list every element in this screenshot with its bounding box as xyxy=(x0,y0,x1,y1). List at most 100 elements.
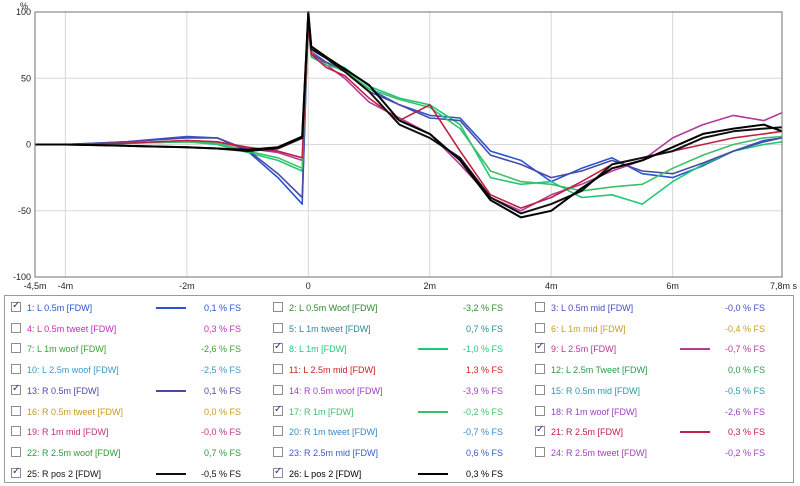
legend-checkbox[interactable] xyxy=(11,426,21,437)
legend-checkbox[interactable] xyxy=(11,405,21,416)
legend-item-label: 19: R 1m mid [FDW] xyxy=(27,427,109,438)
legend-checkbox[interactable] xyxy=(11,446,21,457)
legend-item-label: 23: R 2.5m mid [FDW] xyxy=(289,447,379,458)
legend-item-label: 20: R 1m tweet [FDW] xyxy=(289,427,378,438)
legend-item-label: 9: L 2.5m [FDW] xyxy=(551,344,617,355)
legend-item-21: 21: R 2.5m [FDW] 0,3 % FS xyxy=(535,424,785,440)
x-tick-label-3: 0 xyxy=(306,281,311,291)
legend-item-20: 20: R 1m tweet [FDW] -0,7 % FS xyxy=(273,424,523,440)
y-tick-label-3: -50 xyxy=(18,206,31,216)
legend-item-value: -0,0 % FS xyxy=(200,427,241,438)
legend-item-label: 12: L 2.5m Tweet [FDW] xyxy=(551,365,648,376)
legend-item-9: 9: L 2.5m [FDW] -0,7 % FS xyxy=(535,341,785,357)
x-tick-label-5: 4m xyxy=(545,281,558,291)
legend-checkbox[interactable] xyxy=(11,343,21,354)
legend-item-2: 2: L 0.5m Woof [FDW] -3,2 % FS xyxy=(273,300,523,316)
legend-item-label: 25: R pos 2 [FDW] xyxy=(27,468,102,479)
legend-item-8: 8: L 1m [FDW] -1,0 % FS xyxy=(273,341,523,357)
legend-item-value: -0,2 % FS xyxy=(462,406,503,417)
impulse-chart: 100 50 0 -50 -100 -4,5m -4m -2m 0 2m 4m 6m 7,8m s % xyxy=(13,1,798,291)
legend-checkbox[interactable] xyxy=(535,364,545,375)
legend-checkbox[interactable] xyxy=(273,302,283,312)
legend-item-label: 10: L 2.5m woof [FDW] xyxy=(27,365,119,376)
legend-item-value: 0,3 % FS xyxy=(465,468,503,479)
legend-item-label: 24: R 2.5m tweet [FDW] xyxy=(551,447,648,458)
legend-line-swatch xyxy=(418,410,448,413)
y-tick-label-0: 100 xyxy=(16,7,31,17)
legend-item-14: 14: R 0.5m woof [FDW] -3,9 % FS xyxy=(273,383,523,399)
legend-item-label: 22: R 2.5m woof [FDW] xyxy=(27,447,121,458)
legend-item-label: 7: L 1m woof [FDW] xyxy=(27,344,107,355)
legend-item-22: 22: R 2.5m woof [FDW] 0,7 % FS xyxy=(11,445,261,461)
legend-checkbox[interactable] xyxy=(273,384,283,395)
legend-item-label: 2: L 0.5m Woof [FDW] xyxy=(289,303,378,313)
legend-checkbox[interactable] xyxy=(11,364,21,375)
legend-checkbox[interactable] xyxy=(535,302,545,312)
legend-checkbox[interactable] xyxy=(535,322,545,333)
legend-line-swatch xyxy=(680,348,710,351)
x-tick-labels: -4,5m -4m -2m 0 2m 4m 6m 7,8m s xyxy=(23,281,797,291)
legend-item-value: -3,2 % FS xyxy=(462,303,503,313)
legend-item-value: -0,5 % FS xyxy=(724,385,765,396)
legend-checkbox[interactable] xyxy=(11,322,21,333)
plot-frame xyxy=(34,11,783,278)
legend-checkbox[interactable] xyxy=(535,405,545,416)
legend-item-label: 14: R 0.5m woof [FDW] xyxy=(289,385,383,396)
series-layer xyxy=(35,11,783,219)
legend-item-23: 23: R 2.5m mid [FDW] 0,6 % FS xyxy=(273,445,523,461)
legend-item-18: 18: R 1m woof [FDW] -2,6 % FS xyxy=(535,404,785,420)
legend-line-swatch xyxy=(156,389,186,392)
legend-checkbox[interactable] xyxy=(11,300,21,312)
legend-item-value: 1,3 % FS xyxy=(465,365,503,376)
legend-checkbox[interactable] xyxy=(535,384,545,395)
legend-panel: 1: L 0.5m [FDW] 0,1 % FS 2: L 0.5m Woof [F… xyxy=(4,295,794,483)
legend-checkbox[interactable] xyxy=(273,322,283,333)
legend-item-value: 0,7 % FS xyxy=(465,323,503,334)
legend-line-swatch xyxy=(418,348,448,351)
legend-checkbox[interactable] xyxy=(273,466,283,478)
legend-item-17: 17: R 1m [FDW] -0,2 % FS xyxy=(273,404,523,420)
legend-checkbox[interactable] xyxy=(273,426,283,437)
legend-item-label: 4: L 0.5m tweet [FDW] xyxy=(27,323,117,334)
legend-item-label: 6: L 1m mid [FDW] xyxy=(551,323,626,334)
legend-item-25: 25: R pos 2 [FDW] -0,5 % FS xyxy=(11,466,261,482)
legend-item-7: 7: L 1m woof [FDW] -2,6 % FS xyxy=(11,341,261,357)
y-tick-label-4: -100 xyxy=(13,272,31,282)
legend-checkbox[interactable] xyxy=(273,341,283,354)
legend-checkbox[interactable] xyxy=(535,446,545,457)
x-tick-label-4: 2m xyxy=(423,281,436,291)
legend-item-13: 13: R 0.5m [FDW] 0,1 % FS xyxy=(11,383,261,399)
y-tick-label-1: 50 xyxy=(21,73,31,83)
legend-line-swatch xyxy=(680,431,710,434)
legend-checkbox[interactable] xyxy=(535,424,545,437)
legend-item-value: 0,7 % FS xyxy=(203,447,241,458)
legend-item-11: 11: L 2.5m mid [FDW] 1,3 % FS xyxy=(273,362,523,378)
legend-item-19: 19: R 1m mid [FDW] -0,0 % FS xyxy=(11,424,261,440)
legend-checkbox[interactable] xyxy=(273,446,283,457)
x-tick-label-6: 6m xyxy=(666,281,679,291)
legend-item-label: 18: R 1m woof [FDW] xyxy=(551,406,638,417)
series-line-2 xyxy=(35,24,783,205)
legend-item-3: 3: L 0.5m mid [FDW] -0,0 % FS xyxy=(535,300,785,316)
legend-item-label: 11: L 2.5m mid [FDW] xyxy=(289,365,376,376)
legend-item-value: -2,5 % FS xyxy=(200,365,241,376)
legend-item-value: 0,1 % FS xyxy=(203,385,241,396)
legend-item-label: 8: L 1m [FDW] xyxy=(289,344,347,355)
legend-checkbox[interactable] xyxy=(273,404,283,416)
legend-checkbox[interactable] xyxy=(535,341,545,354)
legend-checkbox[interactable] xyxy=(273,364,283,375)
legend-item-value: -0,5 % FS xyxy=(200,468,241,479)
legend-item-value: -0,0 % FS xyxy=(724,303,765,313)
x-tick-label-7: 7,8m s xyxy=(770,281,798,291)
legend-item-4: 4: L 0.5m tweet [FDW] 0,3 % FS xyxy=(11,321,261,337)
legend-line-swatch xyxy=(156,472,186,475)
legend-item-value: -3,9 % FS xyxy=(462,385,503,396)
legend-item-15: 15: R 0.5m mid [FDW] -0,5 % FS xyxy=(535,383,785,399)
legend-checkbox[interactable] xyxy=(11,466,21,478)
legend-item-16: 16: R 0.5m tweet [FDW] 0,0 % FS xyxy=(11,404,261,420)
legend-checkbox[interactable] xyxy=(11,383,21,395)
x-tick-label-1: -4m xyxy=(58,281,74,291)
legend-item-5: 5: L 1m tweet [FDW] 0,7 % FS xyxy=(273,321,523,337)
legend-item-label: 21: R 2.5m [FDW] xyxy=(551,427,624,438)
legend-item-12: 12: L 2.5m Tweet [FDW] 0,0 % FS xyxy=(535,362,785,378)
